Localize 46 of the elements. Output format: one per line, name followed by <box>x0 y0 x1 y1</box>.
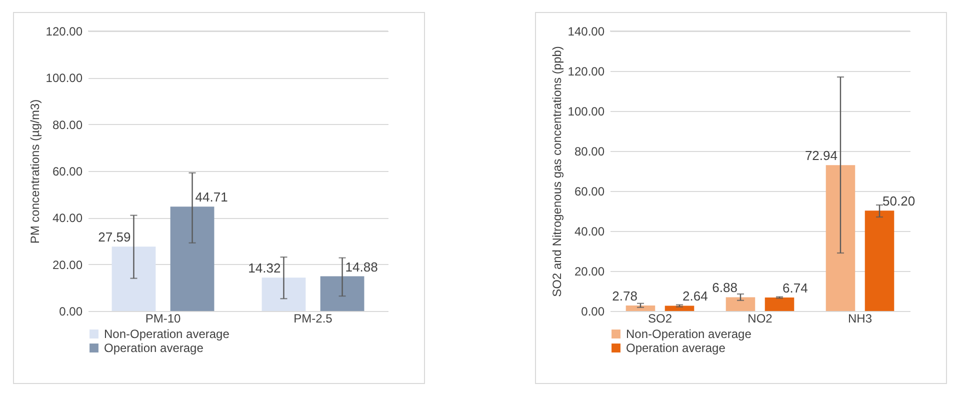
bar <box>726 297 756 311</box>
legend-label: Non-Operation average <box>104 327 230 341</box>
data-label: 6.88 <box>712 280 738 296</box>
legend-label: Operation average <box>104 341 204 355</box>
legend-label: Operation average <box>626 341 726 355</box>
bar <box>170 206 214 311</box>
data-label: 44.71 <box>195 190 228 205</box>
data-label: 6.74 <box>782 280 808 296</box>
x-tick-label: NH3 <box>848 312 872 326</box>
data-label: 50.20 <box>882 194 916 209</box>
y-tick-label: 80.00 <box>574 144 605 158</box>
y-tick-label: 120.00 <box>46 24 83 38</box>
legend-label: Non-Operation average <box>626 327 752 341</box>
data-label: 2.64 <box>682 288 708 304</box>
y-tick-label: 60.00 <box>52 164 83 178</box>
bar <box>262 278 306 311</box>
y-tick-label: 100.00 <box>568 104 605 118</box>
bar <box>826 165 856 311</box>
x-tick-label: NO2 <box>748 312 773 326</box>
y-tick-label: 80.00 <box>52 118 83 132</box>
bar <box>320 276 364 311</box>
y-tick-label: 0.00 <box>59 304 83 318</box>
y-tick-label: 40.00 <box>52 211 83 226</box>
y-tick-label: 40.00 <box>574 224 605 238</box>
bar <box>664 306 694 311</box>
y-axis-title: SO2 and Nitrogenous gas concentrations (ppb) <box>550 46 564 297</box>
y-tick-label: 60.00 <box>574 184 605 198</box>
data-label: 14.88 <box>345 259 378 274</box>
y-tick-label: 20.00 <box>574 264 605 278</box>
data-label: 14.32 <box>248 260 281 276</box>
y-tick-label: 0.00 <box>581 304 605 318</box>
y-tick-label: 20.00 <box>52 258 83 272</box>
bar <box>112 246 156 311</box>
bar <box>764 298 794 311</box>
y-tick-label: 140.00 <box>568 24 605 38</box>
y-tick-label: 120.00 <box>568 64 605 78</box>
y-tick-label: 100.00 <box>46 71 83 86</box>
data-label: 27.59 <box>98 230 131 245</box>
x-tick-label: PM-2.5 <box>294 312 333 326</box>
x-tick-label: SO2 <box>648 312 672 326</box>
bar <box>626 305 656 311</box>
x-tick-label: PM-10 <box>145 312 181 326</box>
data-label: 2.78 <box>612 288 638 304</box>
y-axis-title: PM concentrations (µg/m3) <box>28 99 42 244</box>
data-label: 72.94 <box>804 148 838 164</box>
bar <box>864 210 894 311</box>
